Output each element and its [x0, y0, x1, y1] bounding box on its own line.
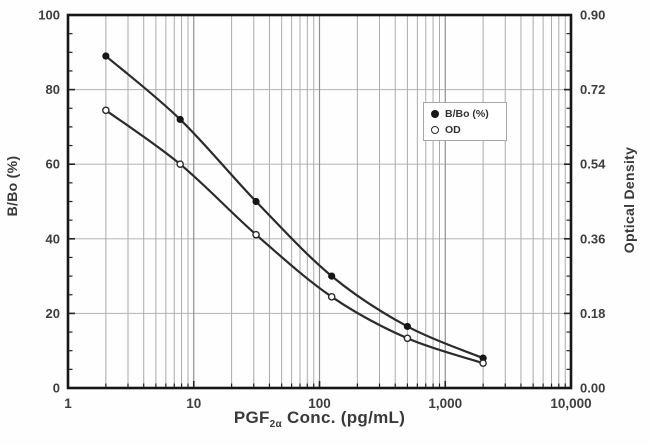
plot-border	[66, 13, 573, 390]
x-tick-label: 100	[308, 396, 331, 411]
x-tick-label: 10	[186, 396, 201, 411]
x-tick-label: 1	[64, 396, 72, 411]
open-circle-marker	[327, 293, 336, 301]
legend-item-od: OD	[431, 123, 501, 136]
x-axis-title: PGF2α Conc. (pg/mL)	[68, 408, 571, 430]
filled-circle-marker	[403, 322, 411, 331]
legend-label-od: OD	[445, 123, 461, 136]
legend-item-bbo: B/Bo (%)	[431, 107, 501, 120]
open-circle-marker	[102, 106, 110, 115]
left-axis-title: B/Bo (%)	[4, 155, 20, 217]
tick-labels: 0 20 40 60 80 100 0.00 0.18 0.36 0.54 0.72 0.90 1 10 1…	[38, 8, 606, 412]
left-tick-label: 80	[46, 82, 60, 97]
x-tick-label: 1,000	[428, 396, 462, 411]
filled-circle-marker	[176, 115, 184, 124]
left-tick-label: 40	[46, 231, 60, 246]
right-tick-label: 0.36	[580, 231, 605, 246]
open-circle-marker	[479, 359, 487, 367]
left-tick-label: 60	[46, 157, 60, 172]
legend: B/Bo (%) OD	[423, 102, 507, 141]
filled-circle-marker	[328, 272, 336, 280]
x-axis-title-subscript: 2α	[269, 419, 282, 430]
series-bbo	[102, 52, 487, 362]
open-circle-marker	[403, 334, 412, 343]
series-line	[105, 55, 484, 360]
open-circle-marker	[252, 230, 260, 239]
gridlines	[68, 15, 571, 388]
right-tick-label: 0.18	[580, 306, 605, 321]
x-axis-title-rest: Conc. (pg/mL)	[281, 408, 406, 427]
x-axis-title-base: PGF	[233, 408, 270, 427]
open-circle-marker	[176, 160, 184, 168]
filled-circle-marker-icon	[431, 109, 439, 118]
right-tick-label: 0.90	[580, 8, 605, 23]
legend-label-bbo: B/Bo (%)	[445, 107, 489, 120]
right-axis-title: Optical Density	[621, 146, 637, 254]
right-tick-label: 0.00	[580, 381, 605, 396]
open-circle-marker-icon	[431, 125, 439, 134]
right-tick-label: 0.72	[580, 82, 605, 97]
series-od	[102, 106, 487, 367]
left-tick-label: 20	[46, 306, 60, 321]
series-line	[105, 109, 484, 365]
left-tick-label: 0	[53, 381, 60, 396]
right-tick-label: 0.54	[580, 157, 606, 172]
filled-circle-marker	[102, 52, 110, 60]
filled-circle-marker	[252, 197, 260, 206]
x-tick-label: 10,000	[550, 396, 591, 411]
left-tick-label: 100	[38, 8, 60, 23]
